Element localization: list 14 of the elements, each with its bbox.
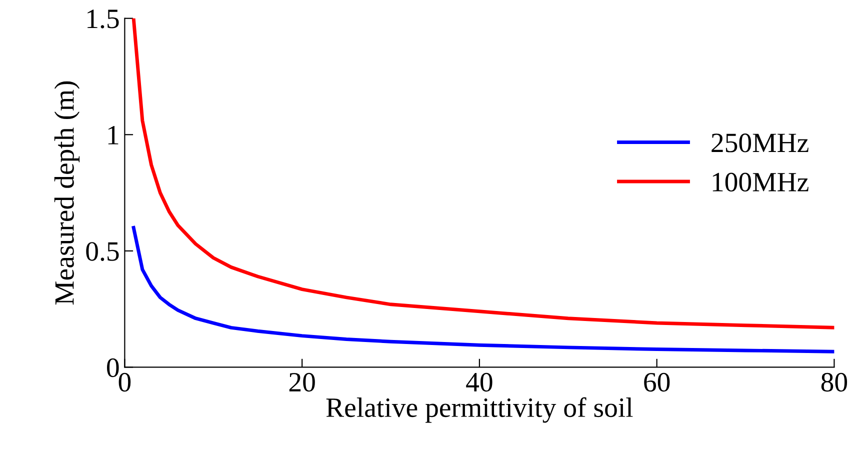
x-axis-title: Relative permittivity of soil — [326, 397, 633, 423]
x-tick-label: 40 — [466, 372, 492, 392]
legend-label: 100MHz — [712, 172, 808, 192]
line-series — [132, 18, 834, 330]
y-axis-title: Measured depth (m) — [54, 81, 80, 305]
x-tick-label: 60 — [644, 372, 670, 392]
y-tick-label: 1 — [108, 126, 118, 144]
line-series — [132, 226, 834, 354]
y-tick-label: 0.5 — [86, 242, 119, 261]
legend-label: 250MHz — [712, 134, 808, 152]
y-tick-label: 0 — [107, 358, 119, 378]
x-tick-label: 80 — [821, 372, 848, 392]
x-tick-label: 20 — [289, 372, 315, 392]
y-tick-label: 1.5 — [88, 10, 119, 28]
